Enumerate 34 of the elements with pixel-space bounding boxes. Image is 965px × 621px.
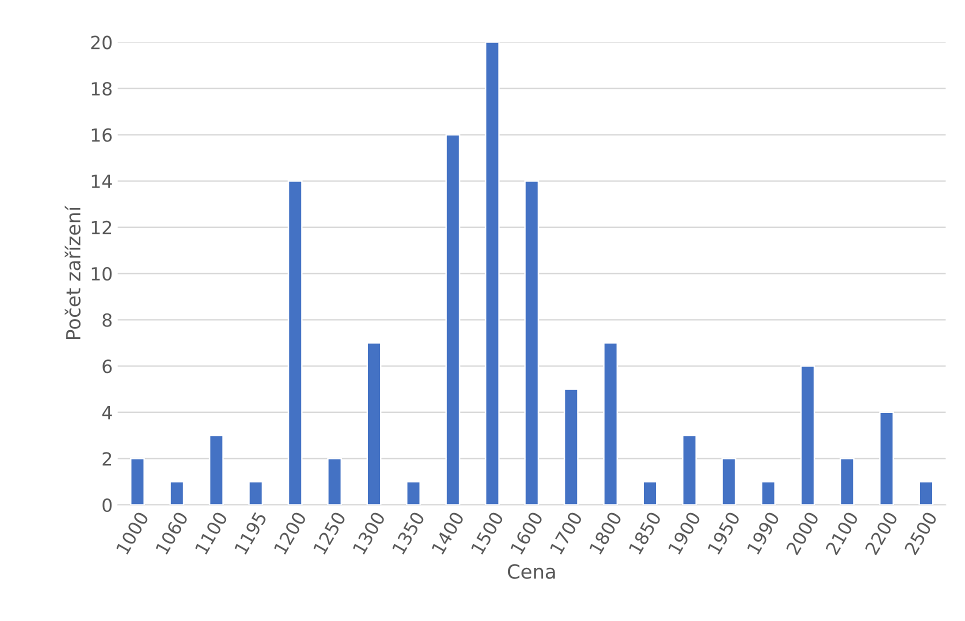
- y-tick-label: 18: [92, 82, 112, 96]
- y-tick-label: 8: [102, 313, 112, 327]
- bar: [327, 458, 342, 505]
- y-tick-label: 16: [92, 128, 112, 142]
- y-tick-label: 10: [92, 267, 112, 281]
- y-tick-label: 20: [91, 36, 112, 50]
- y-tick-label: 2: [102, 452, 112, 466]
- y-axis-title: Počet zařízení: [64, 206, 81, 340]
- x-axis-title: Cena: [508, 564, 555, 579]
- y-tick-label: 0: [102, 498, 112, 512]
- bar: [366, 342, 382, 505]
- y-tick-label: 12: [92, 220, 112, 234]
- bar: [445, 134, 460, 505]
- bar: [208, 434, 224, 505]
- bar: [642, 481, 658, 505]
- bar: [524, 180, 540, 505]
- bar: [840, 458, 855, 505]
- bar: [564, 388, 579, 505]
- bar: [918, 481, 934, 505]
- y-tick-label: 4: [102, 406, 112, 420]
- bar: [682, 434, 697, 505]
- bar: [800, 365, 816, 505]
- bar: [721, 458, 736, 505]
- bar: [484, 42, 500, 505]
- bar: [130, 458, 145, 505]
- bar: [603, 342, 618, 505]
- bar: [879, 412, 894, 505]
- y-tick-label: 6: [102, 360, 112, 374]
- bar: [288, 180, 303, 505]
- bar: [406, 481, 421, 505]
- bar: [169, 481, 184, 505]
- bar: [248, 481, 264, 505]
- bar: [760, 481, 776, 505]
- y-tick-label: 14: [92, 174, 112, 188]
